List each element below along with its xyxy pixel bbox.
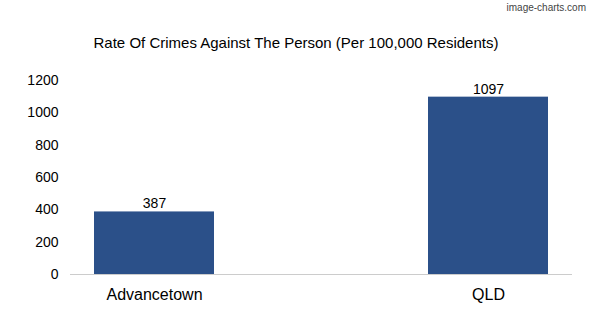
svg-text:800: 800 <box>35 137 59 153</box>
svg-text:0: 0 <box>51 266 59 282</box>
svg-text:QLD: QLD <box>472 286 505 303</box>
svg-text:387: 387 <box>143 195 167 211</box>
svg-text:1200: 1200 <box>27 72 58 88</box>
svg-text:1000: 1000 <box>27 104 58 120</box>
svg-text:Advancetown: Advancetown <box>106 286 202 303</box>
svg-text:400: 400 <box>35 201 59 217</box>
svg-text:600: 600 <box>35 169 59 185</box>
html-text:image-charts.com: image-charts.com <box>506 2 586 13</box>
svg-text:1097: 1097 <box>473 81 504 97</box>
svg-text:200: 200 <box>35 234 59 250</box>
html-text:Rate Of Crimes Against The Per: Rate Of Crimes Against The Person (Per 1… <box>93 34 499 51</box>
